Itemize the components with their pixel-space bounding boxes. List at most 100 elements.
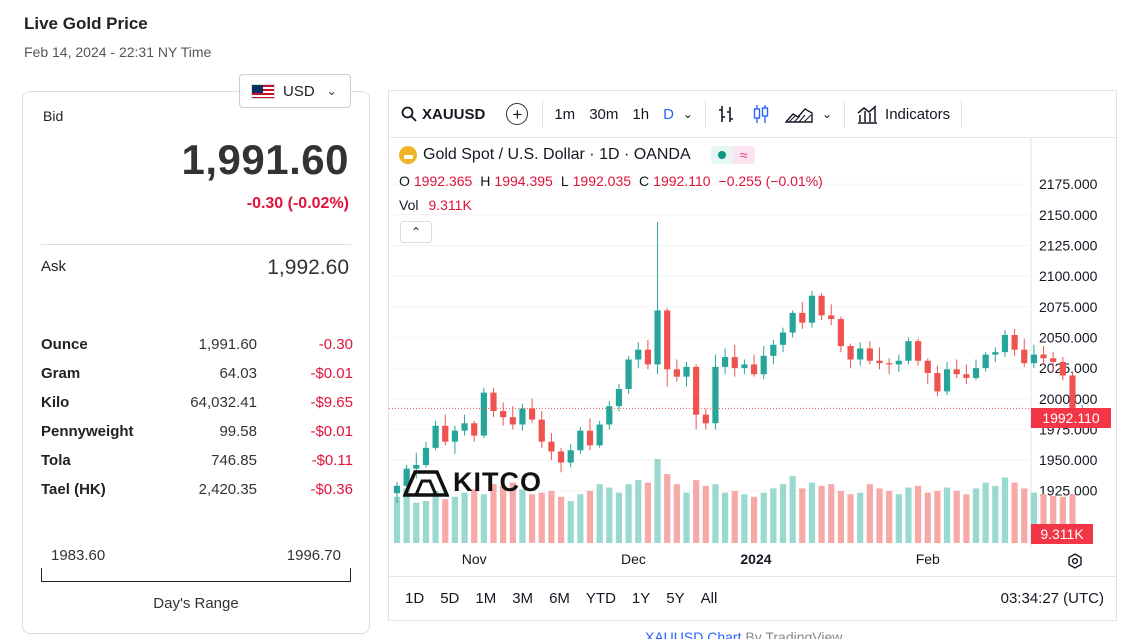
range-1m[interactable]: 1M (475, 590, 497, 607)
candles-style-button[interactable] (744, 91, 778, 137)
range-5y[interactable]: 5Y (666, 590, 685, 607)
divider (961, 101, 963, 127)
volume-bar (664, 474, 671, 543)
interval-1m[interactable]: 1m (554, 105, 576, 123)
volume-bar (683, 492, 690, 543)
unit-price-table: Ounce 1,991.60 -0.30 Gram 64.03 -$0.01 Kilo 6… (41, 330, 353, 504)
candle (760, 355, 767, 375)
candle (1030, 354, 1037, 364)
volume-bar (577, 494, 584, 543)
volume-value: 9.311K (428, 197, 472, 213)
candle (500, 411, 507, 418)
candle (992, 352, 999, 355)
volume-bar (1069, 494, 1076, 543)
candle (490, 392, 497, 412)
volume-bar (808, 482, 816, 543)
unit-change: -$0.36 (310, 481, 353, 498)
candle (1040, 354, 1047, 359)
range-all[interactable]: All (700, 590, 718, 607)
volume-bar (1040, 494, 1047, 543)
volume-bar (779, 484, 787, 543)
volume-bar (654, 459, 661, 543)
unit-value: 64,032.41 (190, 394, 257, 411)
volume-bar (480, 494, 487, 543)
range-6m[interactable]: 6M (549, 590, 570, 607)
currency-selector[interactable]: USD ⌄ (239, 74, 351, 108)
delayed-data-icon: ≈ (732, 146, 755, 164)
chart-settings-button[interactable] (1065, 551, 1085, 571)
utc-clock[interactable]: 03:34:27 (UTC) (1000, 590, 1104, 607)
candle (654, 310, 661, 365)
area-style-button[interactable] (778, 91, 820, 137)
volume-bar (702, 485, 709, 543)
candle (538, 419, 545, 442)
chevron-up-icon: ⌃ (410, 225, 422, 239)
indicators-label: Indicators (885, 105, 951, 123)
volume-bar (866, 484, 873, 543)
candle (837, 319, 844, 347)
tradingview-chart[interactable]: XAUUSD + 1m 30m 1h D ⌄ ⌄ Indicators 2175… (388, 90, 1117, 621)
unit-row: Gram 64.03 -$0.01 (41, 359, 353, 388)
candle (789, 312, 796, 333)
volume-bar (422, 501, 430, 543)
unit-change: -$0.11 (311, 452, 353, 469)
interval-dropdown[interactable]: ⌄ (681, 91, 701, 137)
indicators-button[interactable]: Indicators (849, 91, 957, 137)
gold-coin-icon (399, 146, 417, 164)
candle (722, 357, 729, 367)
volume-bar (432, 490, 439, 543)
chart-attribution-link[interactable]: XAUUSD Chart (645, 629, 742, 639)
symbol-search[interactable]: XAUUSD (389, 91, 492, 137)
us-flag-icon (251, 83, 275, 99)
volume-bar (847, 494, 854, 543)
range-high: 1996.70 (286, 547, 341, 564)
x-tick-label: Dec (621, 551, 646, 567)
candle (963, 374, 970, 378)
bars-style-button[interactable] (710, 91, 744, 137)
range-1d[interactable]: 1D (405, 590, 425, 607)
legend-title: Gold Spot / U.S. Dollar · 1D · OANDA (423, 146, 691, 163)
indicators-icon (857, 105, 878, 124)
kitco-watermark: KITCO (403, 467, 542, 498)
candle (393, 485, 401, 494)
volume-bar (915, 485, 922, 543)
range-ytd[interactable]: YTD (585, 590, 616, 607)
open-value: 1992.365 (413, 173, 473, 189)
price-card: Bid 1,991.60 -0.30 (-0.02%) Ask 1,992.60… (22, 91, 370, 634)
low-label: L (560, 173, 569, 189)
volume-bar (606, 487, 613, 543)
interval-30m[interactable]: 30m (589, 105, 619, 123)
interval-d[interactable]: D (663, 105, 674, 123)
range-1y[interactable]: 1Y (631, 590, 651, 607)
volume-legend: Vol 9.311K (399, 197, 472, 213)
y-tick-label: 2050.000 (1039, 329, 1098, 345)
candle (1059, 361, 1066, 376)
volume-bar (934, 490, 941, 543)
price-plot[interactable]: 2175.000 2150.000 2125.000 2100.000 2075.000… (389, 138, 1117, 578)
volume-bar (760, 492, 767, 543)
collapse-legend-button[interactable]: ⌃ (400, 221, 432, 243)
change-value: −0.255 (−0.01%) (718, 173, 823, 189)
range-3m[interactable]: 3M (512, 590, 534, 607)
candle (683, 366, 690, 377)
range-5d[interactable]: 5D (440, 590, 460, 607)
unit-value: 99.58 (219, 423, 257, 440)
divider (704, 101, 706, 127)
candle (866, 348, 873, 361)
compare-button[interactable]: + (492, 91, 538, 137)
volume-bar (625, 484, 632, 543)
candle (905, 341, 912, 361)
candle (596, 424, 603, 446)
candle (741, 364, 748, 369)
unit-name: Kilo (41, 394, 70, 411)
close-label: C (639, 173, 650, 189)
candle (403, 468, 410, 486)
interval-1h[interactable]: 1h (632, 105, 650, 123)
unit-name: Ounce (41, 336, 88, 353)
chart-style-dropdown[interactable]: ⌄ (820, 91, 840, 137)
candle (644, 349, 651, 365)
gear-icon (1068, 553, 1082, 569)
y-tick-label: 1950.000 (1039, 452, 1098, 468)
volume-bar (1011, 482, 1018, 543)
volume-bar (876, 488, 883, 543)
